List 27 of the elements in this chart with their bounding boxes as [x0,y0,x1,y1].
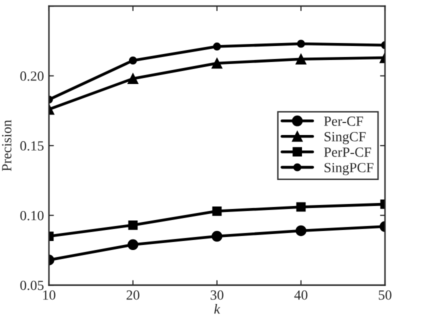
y-tick-label: 0.20 [20,71,44,81]
y-tick-label: 0.10 [20,210,44,220]
x-tick-label: 10 [43,290,56,300]
legend-label: SingPCF [324,162,374,176]
point [128,73,138,84]
point [212,230,222,242]
point [296,225,306,236]
point [128,56,137,64]
x-axis-title: k [214,304,220,314]
point [296,202,306,212]
legend-label: Per-CF [324,116,364,126]
x-tick-label: 40 [294,290,308,300]
x-tick-label: 50 [378,290,392,300]
point [128,220,138,230]
y-tick-label: 0.15 [20,141,44,151]
x-tick-label: 20 [126,290,140,300]
point [296,40,305,48]
point [296,54,306,64]
point [128,239,138,250]
y-tick-label: 0.05 [20,280,44,290]
legend-label: SingCF [324,132,366,144]
point [212,58,222,69]
x-tick-label: 30 [210,290,224,300]
legend-label: PerP-CF [324,148,372,157]
point [212,206,222,216]
point [212,42,221,51]
y-axis-title: Precision [2,120,12,172]
